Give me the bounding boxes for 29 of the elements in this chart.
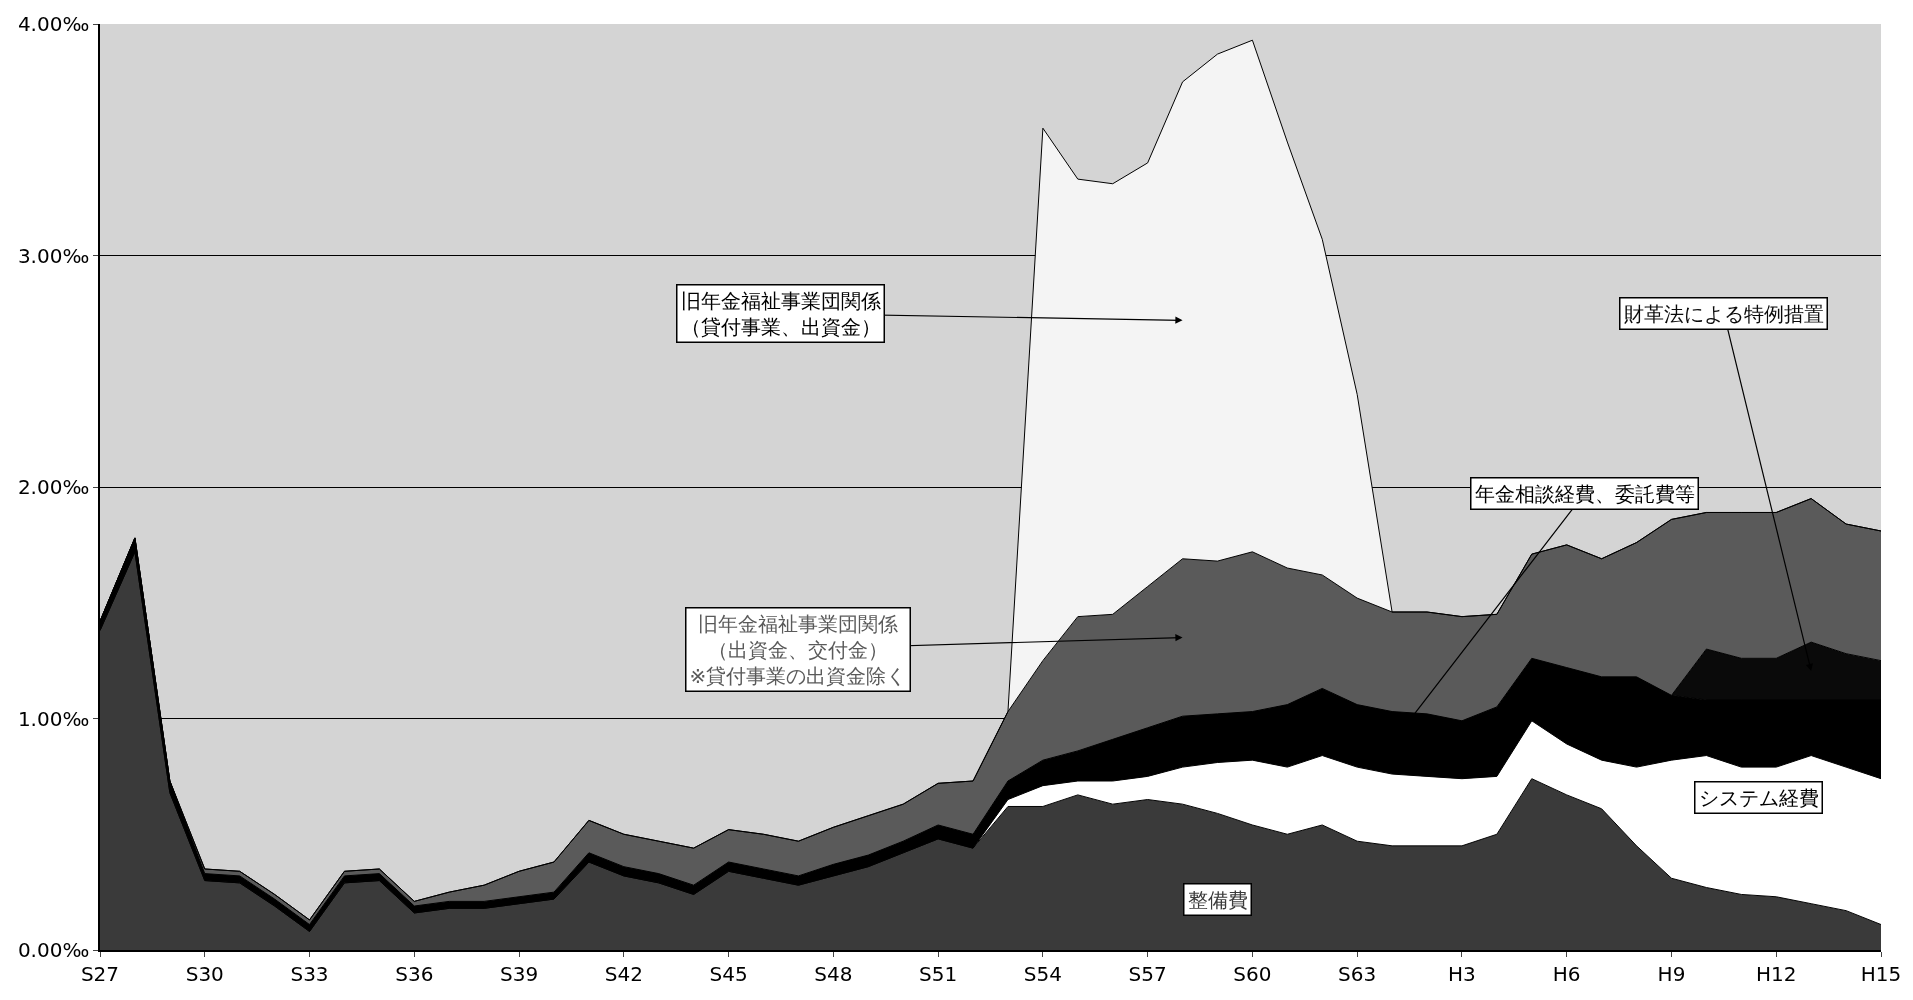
x-tick-label: S45 [709,961,748,986]
x-tick-label: H3 [1448,961,1476,986]
x-tick-label: H6 [1552,961,1581,986]
x-tick-label: S30 [185,961,224,986]
x-tick-label: S36 [395,961,434,986]
text: 旧年金福祉事業団関係（出資金、交付金）※貸付事業の出資金除く [689,611,907,688]
x-tick-label: S57 [1128,961,1167,986]
x-tick-label: S39 [499,961,539,986]
y-tick-label: 4.00‰ [17,12,90,36]
x-tick-label: S42 [604,961,643,986]
series-label: システム経費 [1698,785,1819,810]
x-tick-label: H12 [1755,961,1797,986]
y-tick-label: 1.00‰ [17,706,90,731]
x-tick-label: S54 [1023,961,1062,986]
y-tick-label: 3.00‰ [17,243,90,268]
y-tick-label: 0.00‰ [17,938,90,962]
series-label: 整備費 [1187,887,1248,912]
x-tick-label: H9 [1657,961,1686,986]
x-tick-label: S63 [1338,961,1377,986]
x-tick-label: S51 [919,961,958,986]
y-tick-label: 2.00‰ [17,475,90,499]
x-tick-label: H15 [1860,961,1902,986]
text: 旧年金福祉事業団関係（貸付事業、出資金） [680,288,881,339]
x-tick-label: S48 [814,961,853,986]
x-tick-label: S60 [1233,961,1272,986]
text: 財革法による特例措置 [1623,301,1824,326]
x-tick-label: S33 [290,961,329,986]
text: 年金相談経費、委託費等 [1474,481,1695,506]
x-tick-label: S27 [80,961,120,986]
